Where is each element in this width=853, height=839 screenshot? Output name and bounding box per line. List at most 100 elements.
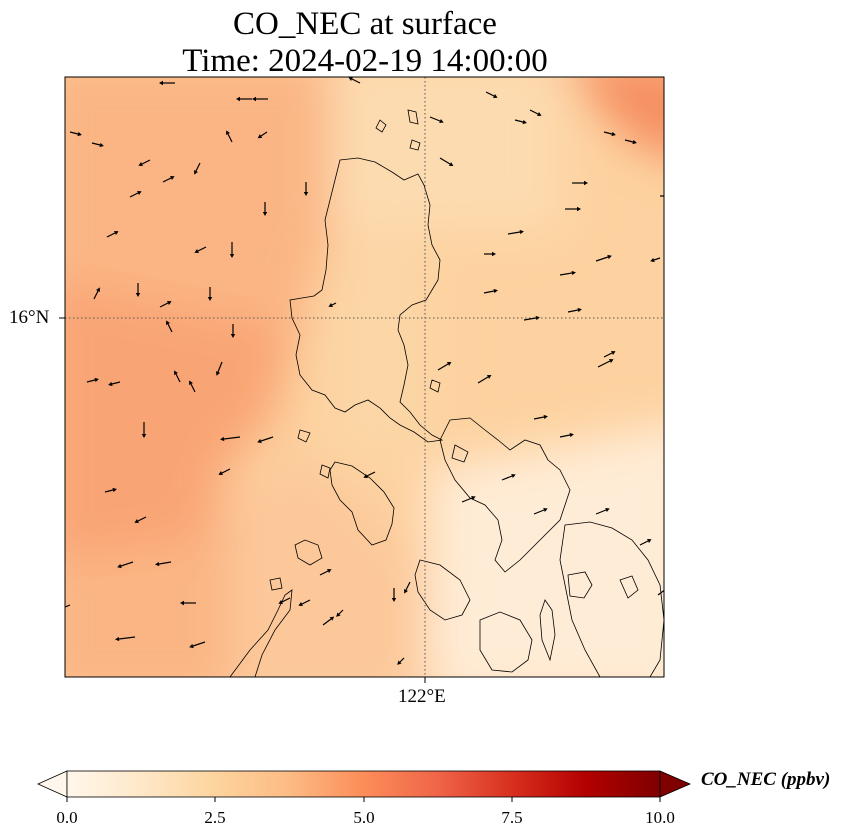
wind-vector-head [535, 315, 540, 321]
wind-vector-head [141, 434, 147, 438]
wind-vector-shaft [158, 561, 172, 565]
islet-7 [297, 429, 311, 443]
wind-vector-head [609, 359, 614, 363]
wind-vector-head [262, 212, 268, 216]
wind-vector-shaft [190, 383, 196, 393]
colorbar-tick-label-2: 5.0 [353, 808, 375, 827]
wind-vector-shaft [624, 139, 634, 143]
wind-vector-shaft [597, 360, 611, 368]
islet-1 [294, 539, 323, 566]
wind-vector-shaft [603, 352, 613, 358]
wind-vector-head [632, 139, 637, 145]
wind-vector-head [257, 134, 263, 139]
wind-vector-shaft [322, 618, 332, 626]
wind-vector-head [577, 307, 582, 313]
wind-vector-head [611, 351, 616, 355]
wind-vector-head [252, 96, 256, 102]
wind-vector-head [189, 643, 194, 649]
wind-vector-head [138, 162, 143, 166]
luzon-coastline [289, 157, 444, 443]
wind-vector-head [584, 180, 588, 186]
wind-vector-head [303, 192, 309, 196]
wind-vector-head [135, 293, 141, 297]
wind-vector-head [665, 587, 670, 591]
wind-vector-head [218, 471, 223, 475]
wind-vector-head [167, 301, 172, 305]
wind-vector-shaft [162, 177, 172, 183]
wind-vector-head [159, 80, 163, 86]
wind-vector-shaft [559, 272, 573, 276]
map-frame [64, 76, 665, 678]
wind-vector-head [230, 334, 236, 338]
wind-vector-shaft [120, 561, 134, 567]
wind-vector-head [96, 287, 100, 292]
wind-vector-shaft [439, 157, 451, 165]
lon-label-122e: 122°E [398, 686, 446, 707]
wind-vector-head [391, 598, 397, 602]
bohol-coastline [567, 571, 593, 599]
colorbar [37, 770, 692, 802]
wind-vector-shaft [129, 192, 139, 198]
wind-vector-head [114, 231, 119, 235]
wind-vector-head [134, 519, 139, 523]
wind-vector-shaft [567, 309, 579, 313]
wind-vector-shaft [111, 381, 121, 385]
wind-vector-shaft [301, 599, 311, 605]
wind-vector-shaft [106, 232, 116, 238]
lat-label-16n: 16°N [9, 307, 50, 328]
wind-vector-shaft [175, 373, 181, 383]
wind-vector-head [363, 474, 368, 478]
wind-vector-shaft [65, 604, 71, 608]
wind-vector-shaft [197, 246, 207, 252]
wind-vector-head [404, 589, 408, 594]
wind-vector-head [180, 600, 184, 606]
wind-vector-head [327, 569, 332, 573]
colorbar-tick-label-3: 7.5 [501, 808, 523, 827]
mindanao-coastline [559, 521, 664, 677]
islet-6 [429, 379, 441, 393]
wind-vector-head [486, 374, 492, 379]
islet-8 [269, 577, 283, 591]
wind-vector-shaft [639, 540, 649, 546]
wind-vector-shaft [485, 91, 495, 97]
wind-vector-head [607, 254, 612, 260]
wind-vector-shaft [477, 376, 489, 384]
wind-vector-shaft [429, 116, 441, 122]
islet-10 [451, 444, 469, 463]
wind-vector-shaft [69, 131, 79, 135]
colorbar-extend-min [37, 770, 68, 798]
negros-coastline [479, 611, 533, 673]
samar-leyte-coastline [439, 417, 571, 573]
wind-vector-shaft [559, 434, 571, 438]
wind-vector-head [571, 270, 576, 276]
wind-vector-head [543, 507, 548, 513]
wind-vector-head [56, 607, 61, 611]
wind-vector-shaft [351, 78, 361, 84]
wind-vector-shaft [227, 133, 233, 143]
wind-vector-head [155, 561, 160, 567]
wind-vector-head [336, 612, 341, 617]
wind-vector-head [647, 539, 652, 543]
map-title-line-2: Time: 2024-02-19 14:00:00 [182, 43, 548, 79]
wind-vector-head [471, 495, 476, 501]
islet-4 [409, 139, 421, 151]
wind-vector-head [298, 602, 303, 606]
wind-vector-shaft [281, 597, 291, 603]
wind-vector-head [522, 119, 527, 125]
wind-vector-head [236, 96, 240, 102]
colorbar-extend-max [659, 770, 692, 798]
wind-vector-shaft [159, 302, 169, 308]
wind-vector-head [94, 377, 99, 383]
panay-coastline [414, 559, 471, 621]
wind-vector-shaft [461, 497, 473, 503]
wind-vector-head [448, 162, 454, 167]
wind-vector-head [137, 191, 142, 195]
wind-vector-head [328, 303, 333, 307]
wind-vector-shaft [93, 290, 99, 300]
map-title-line-1: CO_NEC at surface [233, 6, 497, 42]
coastline-layer [229, 109, 664, 677]
wind-vector-head [117, 563, 122, 569]
colorbar-tick-label-4: 10.0 [645, 808, 675, 827]
wind-vector-shaft [405, 581, 411, 591]
